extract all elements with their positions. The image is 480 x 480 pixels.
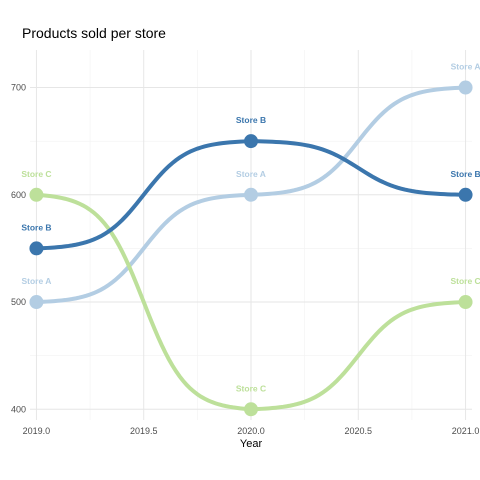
y-tick-label: 600 xyxy=(11,190,26,200)
x-tick-label: 2019.5 xyxy=(130,426,158,436)
store-a-point xyxy=(244,187,258,202)
x-tick-label: 2019.0 xyxy=(23,426,51,436)
store-a-point-label: Store A xyxy=(236,169,266,179)
store-c-point-label: Store C xyxy=(236,383,266,393)
series-points xyxy=(29,80,473,417)
x-tick-label: 2021.0 xyxy=(452,426,480,436)
y-tick-label: 700 xyxy=(11,83,26,93)
y-tick-label: 500 xyxy=(11,297,26,307)
store-b-point-label: Store B xyxy=(450,169,480,179)
y-axis-ticks: 400 500 600 700 xyxy=(11,83,26,415)
store-c-point-label: Store C xyxy=(21,169,51,179)
store-a-point-label: Store A xyxy=(21,276,51,286)
x-axis-title: Year xyxy=(240,438,263,450)
store-b-point xyxy=(458,187,473,202)
y-tick-label: 400 xyxy=(11,404,26,414)
store-a-point-label: Store A xyxy=(451,62,480,72)
chart-title: Products sold per store xyxy=(22,25,166,41)
store-a-point xyxy=(29,295,44,310)
grid xyxy=(30,50,472,420)
x-tick-label: 2020.0 xyxy=(237,426,265,436)
store-b-point-label: Store B xyxy=(236,115,266,125)
store-b-point xyxy=(244,134,258,149)
store-c-point-label: Store C xyxy=(450,276,480,286)
store-b-point xyxy=(29,241,44,256)
store-c-point xyxy=(458,295,473,310)
store-a-point xyxy=(458,80,473,95)
store-c-point xyxy=(244,402,258,417)
x-tick-label: 2020.5 xyxy=(345,426,373,436)
x-axis-ticks: 2019.0 2019.5 2020.0 2020.5 2021.0 xyxy=(23,426,480,436)
store-c-point xyxy=(29,187,44,202)
point-labels: Store A Store A Store A Store C Store C Store… xyxy=(21,62,480,394)
store-b-point-label: Store B xyxy=(21,222,51,232)
